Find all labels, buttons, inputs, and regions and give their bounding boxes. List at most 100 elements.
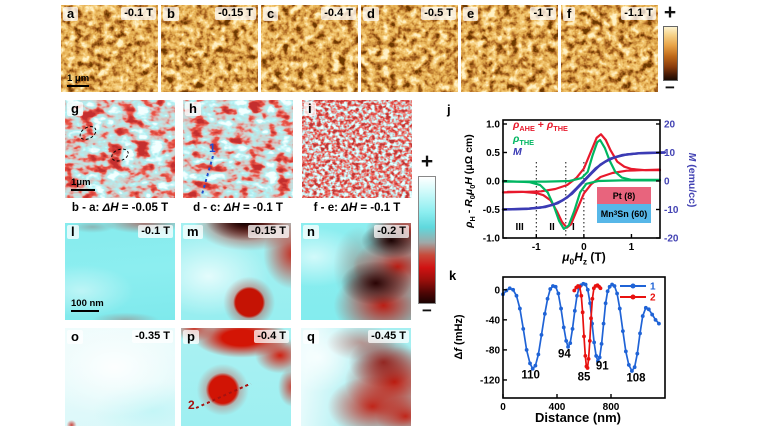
field-label: -0.15 T [248,225,289,238]
svg-text:0: 0 [500,402,506,413]
svg-text:0: 0 [581,242,587,253]
zoom-panel-n: n -0.2 T [301,223,411,320]
j-inset-pt-layer: Pt (8) [597,187,651,204]
panel-letter: i [304,102,316,116]
svg-text:20: 20 [664,119,676,130]
field-label: -1 T [530,7,556,20]
chart-k-plot: 0 400 800 0 -40 -80 -120 110 94 85 91 108 12 [480,276,666,413]
svg-text:2: 2 [650,293,656,304]
field-label: -0.1 T [138,225,173,238]
panel-letter: o [67,330,83,344]
svg-text:-10: -10 [664,205,679,216]
panel-letter: m [183,225,203,239]
minus-sign: − [422,301,432,320]
svg-text:108: 108 [626,372,646,384]
svg-text:800: 800 [603,402,620,413]
colorbar-mfm: + − [655,1,685,97]
field-label: -0.15 T [215,7,256,20]
svg-text:400: 400 [549,402,566,413]
svg-text:0.5: 0.5 [486,148,500,159]
profile-line-2 [195,382,252,409]
svg-text:-40: -40 [486,315,501,326]
diff-panel-h: h 1 [183,100,293,198]
colorbar-gradient [418,176,436,304]
profile-line-label-1: 1 [209,141,216,155]
svg-text:-1.0: -1.0 [483,234,501,245]
svg-text:-120: -120 [480,375,500,386]
colorbar-diff: + − [411,150,443,320]
diff-texture [65,100,175,198]
field-label: -0.35 T [132,330,173,343]
k-x-axis-label: Distance (nm) [535,410,621,425]
panel-letter: f [563,7,576,21]
zoom-panel-m: m -0.15 T [181,223,291,320]
colorbar-gradient [662,26,678,81]
diff-panel-i: i [302,100,412,198]
caption-g: b - a: ΔH = -0.05 T [71,202,169,214]
svg-text:I: I [572,222,575,233]
svg-text:91: 91 [596,360,609,372]
j-x-axis-label: μ0Hz (T) [562,250,606,267]
svg-text:1: 1 [650,282,656,293]
panel-letter: l [67,225,79,239]
plus-sign: + [420,150,434,173]
scalebar-1um: 1μm [71,177,95,191]
svg-text:-0.5: -0.5 [483,205,501,216]
mfm-panel-c: c -0.4 T [261,5,358,92]
j-inset-mnsn-layer: Mn 3 Sn (60) [597,204,651,223]
zoom-panel-o: o -0.35 T [65,328,175,426]
scalebar-1um: 1 μm [67,73,89,87]
svg-text:III: III [515,222,524,233]
mfm-panel-b: b -0.15 T [161,5,258,92]
diff-texture [302,100,412,198]
panel-letter-j: j [447,102,451,117]
svg-text:-20: -20 [664,234,679,245]
caption-i: f - e: ΔH = -0.1 T [313,202,401,214]
svg-text:0: 0 [664,176,670,187]
panel-letter: q [303,330,319,344]
minus-sign: − [665,78,675,97]
j-legend-the: ρTHE [513,133,535,148]
panel-letter: e [463,7,479,21]
profile-line-label-2: 2 [188,398,195,412]
svg-text:-1: -1 [532,242,541,253]
panel-letter: n [303,225,319,239]
diff-texture [183,100,293,198]
mfm-panel-d: d -0.5 T [361,5,458,92]
j-left-axis-label: ρH - R0μ0H (μΩ cm) [462,134,478,228]
j-legend-ahe-the: ρAHE + ρTHE [513,119,568,134]
plus-sign: + [663,1,677,24]
zoom-panel-l: l -0.1 T 100 nm [65,223,175,320]
field-label: -0.5 T [421,7,456,20]
mfm-panel-f: f -1.1 T [561,5,658,92]
j-legend-m: M [513,146,522,158]
field-label: -1.1 T [621,7,656,20]
panel-letter: h [185,102,201,116]
svg-text:1.0: 1.0 [486,119,500,130]
panel-letter: c [263,7,279,21]
j-right-axis-label: M (emu/cc) [686,152,698,208]
panel-letter: g [67,102,83,116]
panel-letter: p [183,330,199,344]
panel-letter: b [163,7,179,21]
field-label: -0.4 T [321,7,356,20]
svg-text:1: 1 [629,242,635,253]
svg-text:85: 85 [578,372,591,384]
svg-text:-80: -80 [486,345,501,356]
caption-h: d - c: ΔH = -0.1 T [193,202,283,214]
svg-text:0: 0 [494,285,500,296]
svg-text:II: II [549,222,555,233]
zoom-panel-q: q -0.45 T [301,328,411,426]
diff-panel-g: g 1μm [65,100,175,198]
svg-text:0.0: 0.0 [486,176,500,187]
k-y-axis-label: Δf (mHz) [453,314,465,360]
field-label: -0.4 T [254,330,289,343]
panel-letter: d [363,7,379,21]
svg-text:10: 10 [664,148,676,159]
scalebar-100nm: 100 nm [71,298,104,312]
panel-letter: a [63,7,79,21]
panel-letter-k: k [449,268,457,283]
svg-text:110: 110 [521,369,540,381]
